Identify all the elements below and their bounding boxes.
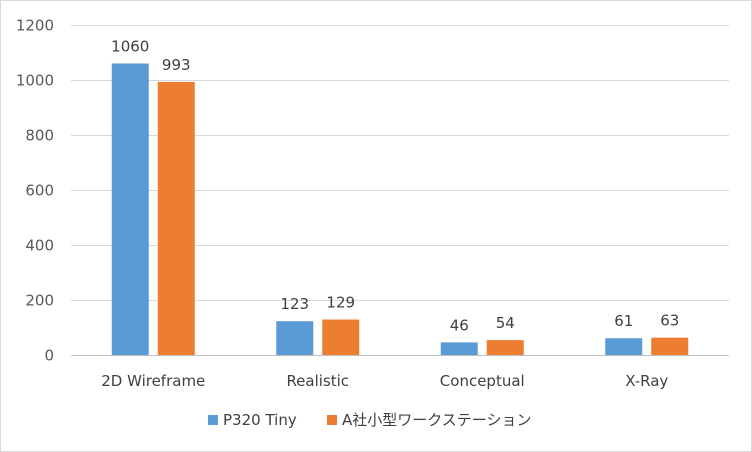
bar-series2 [157,81,195,356]
x-category-label: 2D Wireframe [101,372,205,390]
legend-swatch [327,415,337,425]
x-category-label: Realistic [286,372,349,390]
bar-series2 [486,340,524,355]
legend: P320 Tiny A社小型ワークステーション [208,411,532,429]
bar-series1 [276,321,314,355]
bar-series1 [605,338,643,355]
data-label: 1060 [111,38,149,56]
y-tick-label: 1000 [16,72,54,90]
data-label: 129 [326,294,355,312]
bar-series1 [440,342,478,355]
y-tick-label: 200 [25,292,54,310]
y-tick-label: 0 [44,347,54,365]
bar-series1 [111,63,149,355]
data-label: 46 [450,316,469,334]
data-label: 54 [496,314,515,332]
data-labels: 1060 993 123 129 46 54 61 63 [111,38,679,335]
bar-series2 [322,319,360,355]
data-label: 993 [162,56,191,74]
legend-label: A社小型ワークステーション [342,411,532,429]
y-axis-tick-labels: 0 200 400 600 800 1000 1200 [16,17,54,365]
y-tick-label: 600 [25,182,54,200]
x-category-label: X-Ray [625,372,668,390]
y-tick-label: 800 [25,127,54,145]
x-axis-category-labels: 2D Wireframe Realistic Conceptual X-Ray [101,372,668,390]
legend-label: P320 Tiny [223,411,297,429]
legend-swatch [208,415,218,425]
data-label: 63 [660,312,679,330]
x-category-label: Conceptual [440,372,525,390]
data-label: 123 [280,295,309,313]
y-tick-label: 400 [25,237,54,255]
bar-series2 [651,337,689,355]
bars [111,63,689,356]
y-tick-label: 1200 [16,17,54,35]
data-label: 61 [614,312,633,330]
